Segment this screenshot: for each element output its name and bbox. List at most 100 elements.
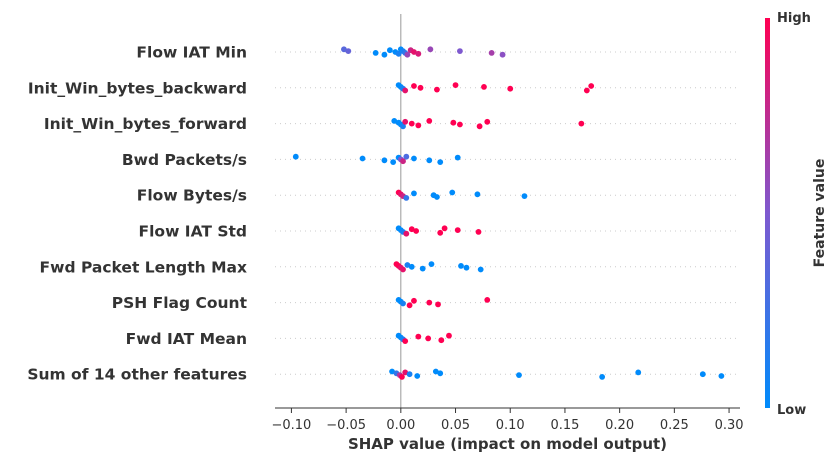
shap-point bbox=[484, 297, 491, 303]
shap-point bbox=[411, 155, 417, 162]
shap-point bbox=[432, 368, 439, 375]
shap-point bbox=[507, 85, 514, 92]
x-tick-label: −0.10 bbox=[271, 418, 311, 433]
shap-point bbox=[389, 368, 395, 375]
shap-point bbox=[372, 50, 379, 56]
shap-point bbox=[417, 84, 424, 91]
feature-label: Fwd Packet Length Max bbox=[40, 258, 247, 276]
shap-point bbox=[588, 83, 595, 89]
shap-point bbox=[477, 266, 484, 273]
shap-point bbox=[404, 51, 411, 58]
x-axis-title: SHAP value (impact on model output) bbox=[348, 435, 667, 453]
shap-point bbox=[457, 121, 463, 128]
shap-point bbox=[437, 229, 444, 236]
shap-point bbox=[402, 338, 409, 344]
shap-point bbox=[475, 229, 482, 235]
x-tick-label: 0.30 bbox=[715, 418, 744, 433]
shap-point bbox=[404, 262, 411, 268]
shap-point bbox=[400, 158, 406, 165]
shap-point bbox=[434, 194, 440, 200]
shap-point bbox=[414, 373, 421, 379]
shap-point bbox=[454, 154, 461, 161]
x-tick-label: 0.05 bbox=[441, 418, 470, 433]
shap-point bbox=[499, 51, 506, 58]
colorbar-gradient bbox=[765, 18, 770, 408]
shap-point bbox=[399, 374, 405, 380]
shap-point bbox=[434, 86, 440, 93]
x-tick-label: 0.00 bbox=[386, 418, 415, 433]
shap-point bbox=[426, 299, 433, 306]
shap-point bbox=[437, 159, 444, 166]
shap-point bbox=[403, 195, 410, 201]
plot-area: Flow IAT Min Init_Win_bytes_backward Init_… bbox=[27, 14, 744, 453]
shap-point bbox=[425, 335, 432, 342]
feature-labels: Flow IAT Min Init_Win_bytes_backward Init_… bbox=[27, 44, 247, 384]
shap-point bbox=[583, 87, 590, 94]
shap-point bbox=[381, 51, 388, 58]
shap-point bbox=[413, 228, 420, 234]
shap-point bbox=[403, 153, 410, 160]
feature-label: Flow IAT Min bbox=[136, 44, 247, 62]
shap-point bbox=[427, 46, 434, 53]
x-tick-label: 0.20 bbox=[605, 418, 634, 433]
shap-point bbox=[400, 123, 406, 130]
feature-label: Init_Win_bytes_backward bbox=[28, 79, 247, 97]
shap-point bbox=[454, 227, 461, 234]
shap-point bbox=[402, 369, 409, 376]
shap-point bbox=[381, 157, 388, 164]
shap-point bbox=[415, 122, 422, 129]
shap-point bbox=[488, 50, 495, 56]
shap-point bbox=[411, 49, 417, 55]
shap-point bbox=[406, 302, 413, 309]
shap-point bbox=[578, 120, 585, 127]
shap-point bbox=[438, 337, 445, 344]
x-tick-label: −0.05 bbox=[326, 418, 366, 433]
shap-point bbox=[400, 300, 406, 307]
shap-point bbox=[408, 120, 415, 127]
shap-point bbox=[481, 84, 487, 90]
shap-point bbox=[411, 83, 417, 89]
shap-point bbox=[345, 48, 352, 54]
shap-point bbox=[390, 159, 397, 166]
shap-point bbox=[415, 50, 422, 57]
shap-points bbox=[292, 46, 725, 380]
shap-point bbox=[402, 118, 409, 125]
shap-point bbox=[419, 265, 426, 272]
feature-label: Fwd IAT Mean bbox=[126, 330, 247, 348]
shap-point bbox=[426, 118, 433, 124]
shap-point bbox=[474, 191, 481, 198]
shap-point bbox=[411, 190, 417, 197]
shap-point bbox=[718, 373, 725, 379]
row-guides bbox=[275, 51, 740, 375]
shap-point bbox=[408, 263, 415, 270]
feature-label: Flow Bytes/s bbox=[137, 187, 247, 205]
shap-point bbox=[426, 157, 433, 164]
colorbar-low-label: Low bbox=[777, 403, 806, 418]
colorbar: High Low Feature value bbox=[765, 11, 828, 418]
shap-point bbox=[449, 189, 456, 196]
colorbar-high-label: High bbox=[777, 11, 811, 26]
shap-point bbox=[395, 50, 402, 57]
shap-point bbox=[400, 266, 406, 273]
shap-point bbox=[428, 261, 435, 267]
shap-point bbox=[408, 226, 415, 233]
shap-point bbox=[521, 193, 528, 200]
shap-point bbox=[476, 123, 483, 130]
feature-label: PSH Flag Count bbox=[112, 294, 248, 312]
shap-point bbox=[292, 153, 299, 160]
shap-point bbox=[450, 119, 457, 126]
feature-label: Sum of 14 other features bbox=[27, 366, 247, 384]
shap-point bbox=[457, 48, 463, 54]
shap-point bbox=[359, 155, 366, 162]
shap-point bbox=[402, 87, 409, 94]
shap-point bbox=[635, 369, 642, 376]
feature-label: Flow IAT Std bbox=[139, 223, 247, 241]
x-tick-label: 0.10 bbox=[496, 418, 525, 433]
shap-point bbox=[458, 263, 464, 269]
shap-point bbox=[411, 297, 417, 304]
colorbar-title: Feature value bbox=[812, 159, 828, 268]
shap-point bbox=[463, 264, 470, 271]
shap-point bbox=[516, 372, 522, 378]
x-tick-label: 0.25 bbox=[660, 418, 689, 433]
